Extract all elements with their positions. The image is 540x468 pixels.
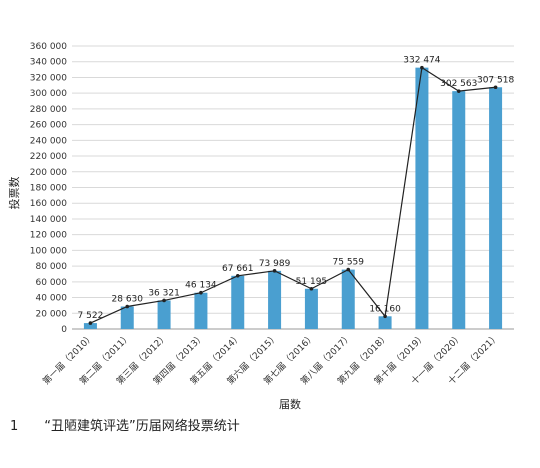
y-tick-label: 40 000 bbox=[36, 294, 68, 304]
data-label: 28 630 bbox=[112, 294, 144, 304]
y-tick-label: 100 000 bbox=[30, 246, 67, 256]
figure-caption-text: “丑陋建筑评选”历届网络投票统计 bbox=[44, 419, 240, 434]
y-tick-label: 0 bbox=[61, 325, 67, 335]
data-labels: 7 522 28 630 36 321 46 134 67 661 73 989 51 19… bbox=[78, 56, 515, 321]
data-label: 51 195 bbox=[296, 277, 328, 287]
bar bbox=[415, 67, 429, 330]
line-point bbox=[383, 314, 387, 319]
y-axis-title: 投票数 bbox=[7, 177, 21, 210]
line-point bbox=[456, 89, 461, 93]
y-tick-label: 120 000 bbox=[30, 231, 67, 241]
y-tick-label: 300 000 bbox=[30, 89, 67, 99]
y-tick-label: 140 000 bbox=[30, 215, 67, 225]
bar bbox=[120, 306, 134, 329]
y-tick-label: 320 000 bbox=[30, 73, 67, 83]
figure-number: 1 bbox=[10, 419, 19, 434]
y-axis-ticks: 0 20 000 40 000 60 000 80 000 100 000 120 000 1… bbox=[30, 42, 67, 335]
line-point bbox=[199, 290, 203, 295]
bar bbox=[157, 300, 171, 329]
line-point bbox=[162, 298, 166, 303]
data-label: 67 661 bbox=[222, 264, 254, 274]
line-point bbox=[346, 267, 351, 272]
line-point bbox=[272, 269, 277, 273]
data-label: 302 563 bbox=[440, 79, 477, 89]
figure-caption: 1 “丑陋建筑评选”历届网络投票统计 bbox=[10, 415, 240, 434]
y-tick-label: 280 000 bbox=[30, 105, 67, 115]
data-label: 7 522 bbox=[78, 311, 104, 321]
line-point bbox=[493, 85, 498, 90]
data-label: 36 321 bbox=[148, 288, 180, 298]
bar bbox=[489, 87, 503, 329]
data-label: 16 160 bbox=[369, 304, 401, 314]
y-tick-label: 260 000 bbox=[30, 121, 67, 131]
bar bbox=[231, 275, 245, 329]
bars bbox=[83, 67, 503, 330]
y-tick-label: 20 000 bbox=[36, 309, 68, 319]
bar bbox=[194, 292, 208, 329]
y-tick-label: 220 000 bbox=[30, 152, 67, 162]
line-point bbox=[88, 321, 93, 325]
trend-polyline bbox=[90, 66, 496, 324]
bar bbox=[83, 323, 97, 329]
data-label: 46 134 bbox=[185, 281, 217, 291]
trend-line bbox=[88, 65, 498, 325]
bar bbox=[304, 288, 318, 329]
data-label: 332 474 bbox=[403, 56, 440, 66]
y-tick-label: 160 000 bbox=[30, 199, 67, 209]
y-tick-label: 80 000 bbox=[36, 262, 68, 272]
y-tick-label: 340 000 bbox=[30, 58, 67, 68]
gridlines bbox=[72, 45, 514, 330]
y-tick-label: 60 000 bbox=[36, 278, 68, 288]
bar bbox=[452, 91, 466, 330]
y-tick-label: 240 000 bbox=[30, 136, 67, 146]
data-label: 75 559 bbox=[333, 258, 365, 268]
line-point bbox=[235, 274, 240, 278]
line-point bbox=[309, 286, 314, 291]
y-tick-label: 360 000 bbox=[30, 42, 67, 52]
bar bbox=[268, 270, 282, 329]
data-label: 73 989 bbox=[259, 259, 291, 269]
bar bbox=[378, 316, 392, 329]
x-axis-title: 届数 bbox=[279, 398, 301, 410]
y-tick-label: 180 000 bbox=[30, 184, 67, 194]
line-point bbox=[420, 65, 424, 70]
data-label: 307 518 bbox=[477, 75, 514, 85]
bar bbox=[341, 269, 355, 329]
line-point bbox=[125, 304, 130, 309]
vote-chart: 0 20 000 40 000 60 000 80 000 100 000 120 000 1… bbox=[7, 42, 515, 410]
y-tick-label: 200 000 bbox=[30, 168, 67, 178]
x-axis-ticks: 第一届（2010）第二届（2011）第三届（2012）第四届（2013）第五届（… bbox=[40, 331, 502, 388]
